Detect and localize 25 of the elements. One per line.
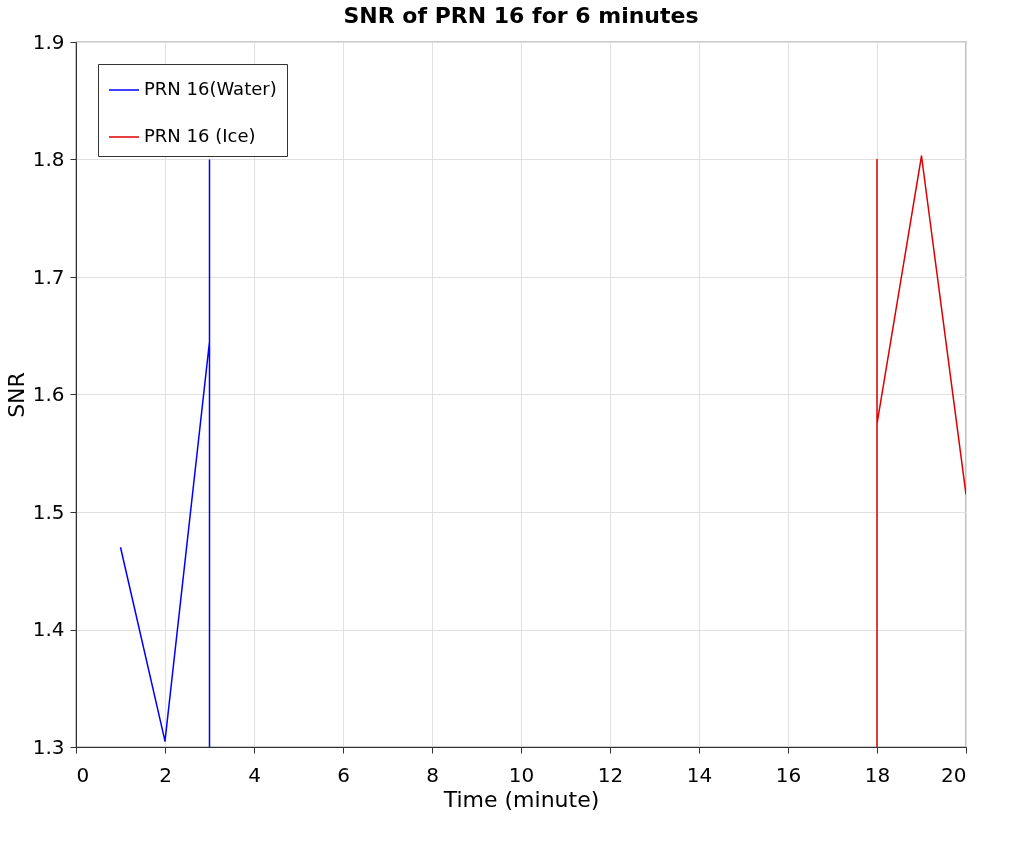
y-tick-label: 1.9 [32,29,65,54]
x-tick-label: 10 [508,762,535,787]
legend-label: PRN 16 (Ice) [144,125,256,146]
y-tick-label: 1.5 [32,499,65,524]
y-tick-label: 1.7 [32,264,65,289]
x-axis-title: Time (minute) [442,786,600,812]
y-tick-label: 1.4 [32,617,65,641]
y-tick-label: 1.6 [32,382,65,406]
x-tick-label: 16 [775,762,802,787]
x-tick-label: 6 [337,762,350,787]
legend-label: PRN 16(Water) [144,78,277,99]
x-tick-label: 8 [426,762,439,787]
y-axis-title: SNR [3,372,29,418]
y-tick-label: 1.3 [32,734,65,759]
line-series [119,158,211,747]
x-tick-label: 18 [864,762,891,787]
x-tick-label: 20 [941,762,967,787]
x-tick-label: 2 [159,762,172,787]
y-tick-label: 1.8 [32,147,65,171]
x-tick-label: 0 [76,762,90,787]
chart-title: SNR of PRN 16 for 6 minutes [343,3,699,28]
x-tick-label: 4 [248,762,261,787]
line-series [876,155,966,747]
x-tick-label: 12 [597,762,624,787]
x-tick-label: 14 [686,762,713,787]
